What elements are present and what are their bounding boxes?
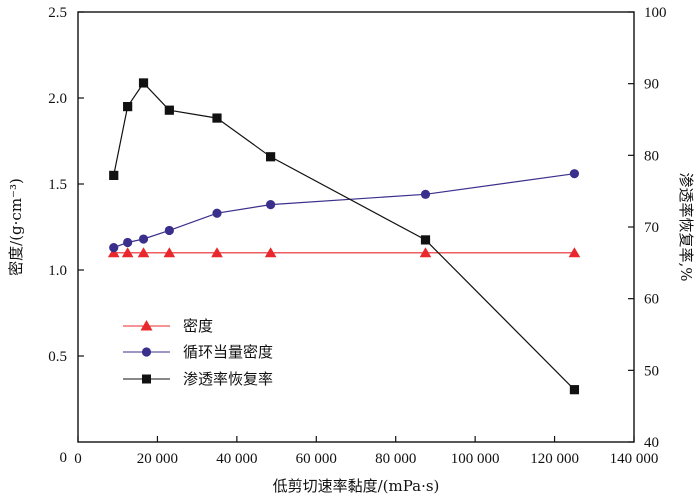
x-tick-label: 100 000 [451, 451, 500, 467]
y-left-tick-label: 2.5 [48, 5, 67, 21]
data-point-square [123, 102, 133, 112]
left-y-axis-label: 密度/(g·cm⁻³) [7, 178, 25, 276]
right-y-axis-label: 渗透率恢复率,% [677, 172, 695, 281]
legend-label-density: 密度 [183, 317, 213, 335]
legend-marker-density [140, 320, 153, 331]
y-right-tick-label: 50 [644, 363, 659, 379]
data-point-triangle [163, 247, 176, 258]
ticks: 0 20 000 40 000 60 000 80 000 100 000 120 000 1… [48, 5, 666, 467]
data-point-circle [123, 237, 133, 248]
legend-label-ecd: 循环当量密度 [183, 343, 273, 361]
x-tick-label: 20 000 [137, 451, 178, 467]
legend: 密度 循环当量密度 渗透率恢复率 [123, 317, 273, 388]
legend-marker-recovery [142, 374, 151, 384]
y-right-tick-label: 100 [644, 5, 667, 21]
legend-label-recovery: 渗透率恢复率 [183, 370, 273, 388]
data-point-square [569, 385, 580, 395]
y-right-tick-label: 40 [644, 435, 659, 451]
y-right-tick-label: 80 [644, 148, 659, 164]
data-point-circle [212, 208, 222, 218]
y-left-tick-label: 1.0 [48, 263, 67, 279]
data-point-circle [266, 200, 276, 210]
x-axis-label: 低剪切速率黏度/(mPa·s) [273, 477, 440, 495]
data-point-triangle [419, 247, 432, 258]
data-point-square [266, 152, 276, 162]
data-point-triangle [137, 247, 150, 258]
series-line-1 [113, 173, 575, 249]
data-point-triangle [568, 247, 581, 258]
y-right-tick-label: 90 [644, 77, 659, 93]
data-point-circle [138, 234, 149, 244]
data-point-circle [164, 225, 174, 236]
data-point-triangle [211, 247, 223, 258]
x-tick-label: 80 000 [375, 451, 416, 467]
data-point-square [420, 235, 431, 245]
series-layer [107, 78, 581, 395]
y-left-tick-label: 0 [60, 450, 68, 466]
y-left-tick-label: 2.0 [48, 91, 67, 107]
legend-marker-ecd [141, 347, 152, 357]
data-point-circle [109, 243, 119, 253]
x-tick-label: 120 000 [530, 451, 579, 467]
plot-frame [77, 11, 635, 443]
y-left-tick-label: 1.5 [48, 177, 67, 193]
data-point-circle [569, 169, 580, 179]
data-point-circle [420, 189, 431, 199]
y-right-tick-label: 60 [644, 292, 659, 308]
data-point-triangle [264, 247, 277, 258]
y-left-tick-label: 0.5 [48, 349, 67, 365]
x-tick-label: 140 000 [610, 451, 659, 467]
data-point-square [138, 78, 149, 88]
data-point-triangle [121, 247, 134, 258]
data-point-square [212, 113, 222, 123]
x-tick-label: 60 000 [296, 451, 337, 467]
y-right-tick-label: 70 [644, 220, 659, 236]
data-point-square [109, 170, 119, 180]
data-point-square [164, 105, 174, 115]
x-tick-label: 0 [74, 451, 82, 467]
x-tick-label: 40 000 [216, 451, 257, 467]
